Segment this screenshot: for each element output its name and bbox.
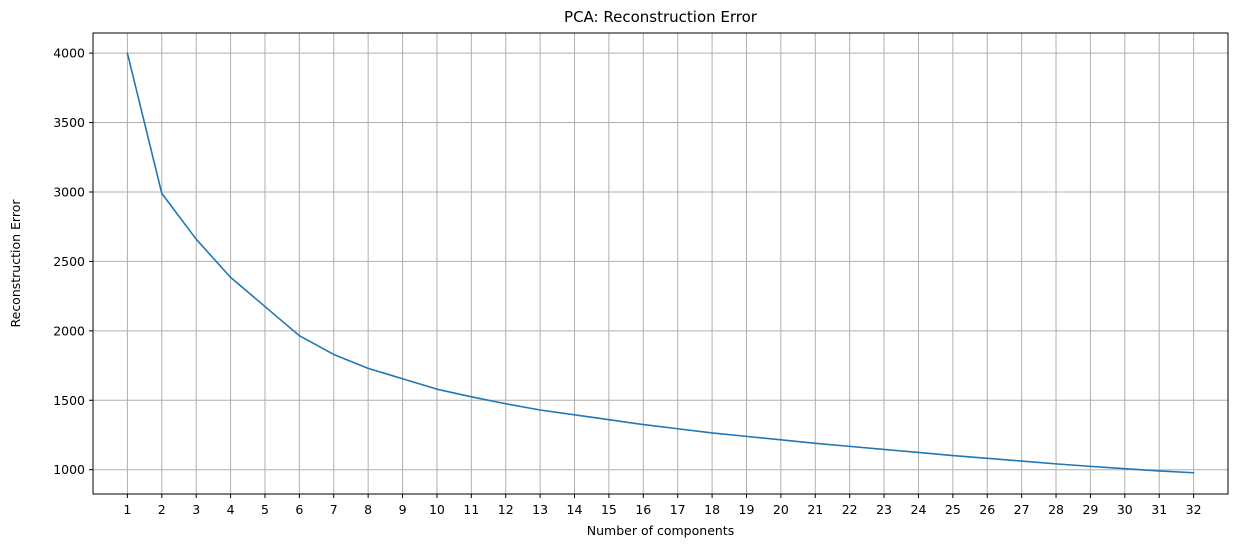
axis-ticks: 1 2 3 4 5 6 7 8 9 10 11 12 13 14 15 16 17 18 19 20 21 22 23 24 2… [53, 46, 1201, 517]
x-tick-label: 21 [807, 502, 823, 517]
x-tick-label: 7 [330, 502, 338, 517]
y-tick-label: 2000 [53, 323, 85, 338]
plot-frame [92, 32, 1229, 495]
x-tick-label: 3 [192, 502, 200, 517]
x-tick-label: 4 [227, 502, 235, 517]
x-tick-label: 32 [1186, 502, 1202, 517]
x-tick-label: 27 [1014, 502, 1030, 517]
y-tick-label: 3500 [53, 115, 85, 130]
x-tick-label: 28 [1048, 502, 1064, 517]
series-layer [126, 52, 1195, 474]
x-tick-label: 14 [567, 502, 583, 517]
x-axis-title: Number of components [587, 523, 734, 538]
x-tick-label: 5 [261, 502, 269, 517]
x-tick-label: 20 [773, 502, 789, 517]
x-tick-label: 15 [601, 502, 617, 517]
y-tick-label: 2500 [53, 254, 85, 269]
x-tick-label: 29 [1082, 502, 1098, 517]
x-tick-label: 18 [704, 502, 720, 517]
chart-title: PCA: Reconstruction Error [564, 8, 758, 26]
x-tick-label: 26 [979, 502, 995, 517]
x-tick-label: 24 [911, 502, 927, 517]
x-tick-label: 10 [429, 502, 445, 517]
x-tick-label: 16 [635, 502, 651, 517]
x-tick-label: 13 [532, 502, 548, 517]
grid-lines [93, 33, 1228, 494]
series-line [126, 52, 1195, 474]
y-axis-title: Reconstruction Error [8, 199, 23, 328]
y-tick-label: 3000 [53, 184, 85, 199]
x-tick-label: 17 [670, 502, 686, 517]
x-tick-label: 9 [399, 502, 407, 517]
x-tick-label: 11 [463, 502, 479, 517]
x-tick-label: 1 [123, 502, 131, 517]
y-tick-label: 1000 [53, 462, 85, 477]
x-tick-label: 30 [1117, 502, 1133, 517]
y-tick-label: 4000 [53, 46, 85, 61]
x-tick-label: 2 [158, 502, 166, 517]
x-tick-label: 8 [364, 502, 372, 517]
x-tick-label: 19 [739, 502, 755, 517]
x-tick-label: 31 [1151, 502, 1167, 517]
x-tick-label: 22 [842, 502, 858, 517]
y-tick-label: 1500 [53, 393, 85, 408]
x-tick-label: 6 [295, 502, 303, 517]
x-tick-label: 12 [498, 502, 514, 517]
x-tick-label: 23 [876, 502, 892, 517]
x-tick-label: 25 [945, 502, 961, 517]
